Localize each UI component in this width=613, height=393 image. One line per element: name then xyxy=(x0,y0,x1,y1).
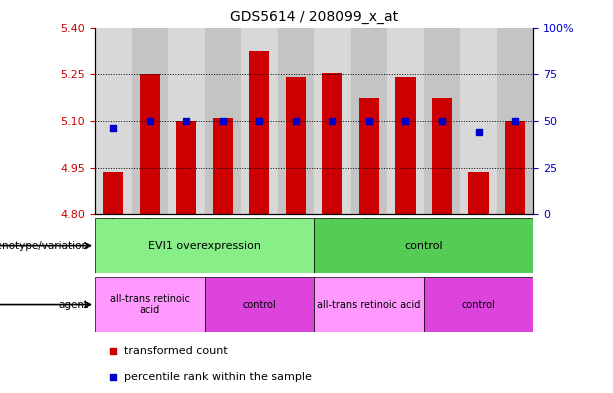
Bar xyxy=(424,28,460,214)
Bar xyxy=(460,28,497,214)
Text: genotype/variation: genotype/variation xyxy=(0,241,89,251)
Bar xyxy=(359,97,379,214)
Bar xyxy=(432,97,452,214)
Text: control: control xyxy=(243,299,276,310)
Point xyxy=(145,118,154,124)
Bar xyxy=(103,172,123,214)
Bar xyxy=(424,277,533,332)
Text: percentile rank within the sample: percentile rank within the sample xyxy=(123,373,311,382)
Point xyxy=(109,125,118,131)
Bar xyxy=(177,121,196,214)
Text: transformed count: transformed count xyxy=(123,346,227,356)
Text: agent: agent xyxy=(59,299,89,310)
Point xyxy=(181,118,191,124)
Point xyxy=(291,118,301,124)
Point xyxy=(437,118,447,124)
Bar xyxy=(387,28,424,214)
Point xyxy=(400,118,410,124)
Bar xyxy=(497,28,533,214)
Point xyxy=(468,253,478,259)
Bar xyxy=(205,28,241,214)
Bar xyxy=(278,28,314,214)
Point xyxy=(254,118,264,124)
Bar xyxy=(468,172,489,214)
Point xyxy=(218,118,228,124)
Text: EVI1 overexpression: EVI1 overexpression xyxy=(148,241,261,251)
Bar xyxy=(322,73,343,214)
Text: all-trans retinoic acid: all-trans retinoic acid xyxy=(318,299,421,310)
Bar xyxy=(241,28,278,214)
Bar xyxy=(314,28,351,214)
Bar xyxy=(95,218,314,273)
Bar xyxy=(314,218,533,273)
Bar xyxy=(395,77,416,214)
Point xyxy=(364,118,374,124)
Bar xyxy=(314,277,424,332)
Bar xyxy=(351,28,387,214)
Bar xyxy=(140,74,160,214)
Bar xyxy=(249,51,270,214)
Bar xyxy=(505,121,525,214)
Bar xyxy=(213,118,233,214)
Title: GDS5614 / 208099_x_at: GDS5614 / 208099_x_at xyxy=(230,10,398,24)
Text: all-trans retinoic
acid: all-trans retinoic acid xyxy=(110,294,190,315)
Bar xyxy=(95,277,205,332)
Point xyxy=(510,118,520,124)
Bar xyxy=(95,28,132,214)
Point xyxy=(327,118,337,124)
Text: control: control xyxy=(405,241,443,251)
Point xyxy=(474,129,484,135)
Text: control: control xyxy=(462,299,495,310)
Bar xyxy=(168,28,205,214)
Bar xyxy=(132,28,168,214)
Point xyxy=(468,12,478,18)
Bar xyxy=(286,77,306,214)
Bar xyxy=(205,277,314,332)
